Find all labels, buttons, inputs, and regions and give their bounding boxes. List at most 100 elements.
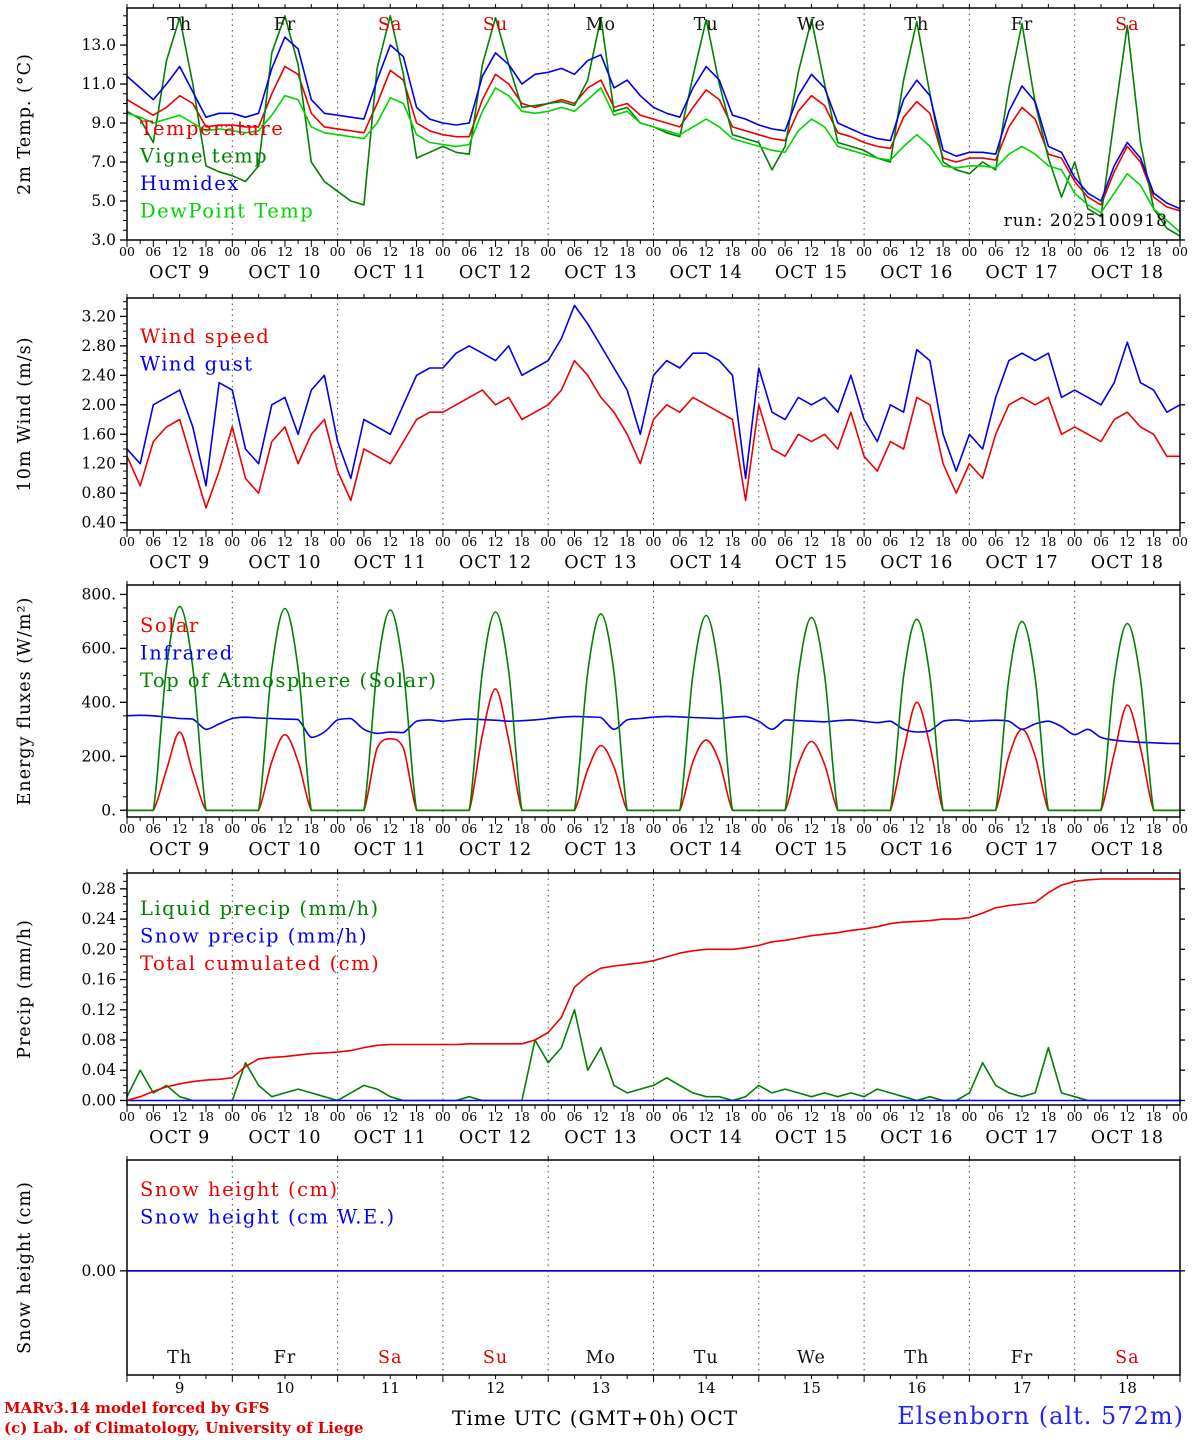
weekday-label: Th [904,1348,929,1368]
y-axis-title: Precip (mm/h) [15,919,35,1059]
y-tick-label: 9.0 [91,114,116,132]
hour-label: 12 [698,534,714,549]
day-number: 9 [175,1379,185,1397]
hour-label: 12 [382,821,398,836]
hour-label: 00 [435,1109,451,1124]
hour-label: 12 [1119,821,1135,836]
hour-label: 18 [725,244,741,259]
hour-label: 06 [356,821,372,836]
hour-label: 18 [1040,821,1056,836]
hour-label: 00 [224,534,240,549]
y-tick-label: 0.24 [81,910,116,928]
y-axis-title: 10m Wind (m/s) [15,337,35,492]
hour-label: 12 [803,244,819,259]
y-tick-label: 0.04 [81,1061,116,1079]
hour-label: 12 [1119,534,1135,549]
hour-label: 00 [751,1109,767,1124]
y-tick-label: 3.20 [81,307,116,325]
hour-label: 06 [882,534,898,549]
date-label: OCT 15 [775,553,848,573]
hour-label: 12 [1014,244,1030,259]
hour-label: 00 [856,821,872,836]
date-label: OCT 14 [670,1128,743,1148]
footer-credits: MARv3.14 model forced by GFS (c) Lab. of… [4,1398,364,1438]
hour-label: 12 [277,244,293,259]
date-label: OCT 9 [149,263,210,283]
y-tick-label: 800. [81,585,116,603]
hour-label: 18 [514,821,530,836]
hour-label: 00 [435,534,451,549]
weekday-label: We [797,15,826,35]
y-tick-label: 11.0 [81,75,116,93]
day-number: 17 [1013,1379,1032,1397]
hour-label: 00 [540,534,556,549]
hour-label: 18 [1040,1109,1056,1124]
hour-label: 12 [488,534,504,549]
hour-label: 18 [935,534,951,549]
hour-label: 06 [777,821,793,836]
station-label: Elsenborn (alt. 572m) [897,1402,1184,1430]
date-label: OCT 17 [985,263,1058,283]
hour-label: 12 [593,821,609,836]
hour-label: 18 [725,821,741,836]
date-label: OCT 11 [354,840,427,860]
hour-label: 00 [119,244,135,259]
date-label: OCT 18 [1091,263,1164,283]
hour-label: 06 [356,244,372,259]
weekday-label: Sa [378,1348,402,1368]
hour-label: 00 [435,821,451,836]
month-label: OCT [690,1406,739,1430]
hour-label: 06 [251,244,267,259]
weekday-label: Th [904,15,929,35]
hour-label: 12 [382,244,398,259]
hour-label: 18 [619,534,635,549]
weekday-label: Th [167,15,192,35]
weekday-label: Fr [1011,15,1034,35]
series-humidex [127,36,1180,210]
hour-label: 12 [1119,1109,1135,1124]
day-number: 14 [697,1379,716,1397]
hour-label: 18 [830,534,846,549]
hour-label: 06 [356,1109,372,1124]
y-tick-label: 400. [81,693,116,711]
series-group [127,878,1180,1102]
date-label: OCT 12 [459,840,532,860]
hour-label: 06 [251,534,267,549]
hour-label: 06 [251,821,267,836]
weekday-label: Sa [1115,1348,1139,1368]
date-label: OCT 14 [670,840,743,860]
date-label: OCT 17 [985,840,1058,860]
hour-label: 00 [330,244,346,259]
hour-label: 12 [803,821,819,836]
hour-label: 06 [461,821,477,836]
hour-label: 06 [672,821,688,836]
date-label: OCT 12 [459,1128,532,1148]
date-label: OCT 16 [880,263,953,283]
weekday-label: Fr [274,1348,297,1368]
hour-label: 12 [488,821,504,836]
date-label: OCT 15 [775,1128,848,1148]
date-label: OCT 17 [985,1128,1058,1148]
weekday-label: Tu [694,15,719,35]
hour-label: 18 [935,821,951,836]
date-label: OCT 13 [564,1128,637,1148]
date-label: OCT 18 [1091,1128,1164,1148]
date-label: OCT 14 [670,553,743,573]
weekday-label: Th [167,1348,192,1368]
hour-label: 00 [330,534,346,549]
hour-label: 18 [409,244,425,259]
time-axis-label: Time UTC (GMT+0h) [452,1406,686,1430]
hour-label: 12 [593,244,609,259]
y-tick-label: 600. [81,639,116,657]
hour-label: 12 [277,821,293,836]
hour-label: 18 [198,244,214,259]
hour-label: 00 [856,534,872,549]
hour-label: 06 [988,534,1004,549]
series-wind-speed [127,359,1180,509]
hour-label: 18 [514,534,530,549]
hour-label: 18 [303,244,319,259]
hour-label: 00 [224,244,240,259]
hour-label: 06 [777,244,793,259]
hour-label: 00 [751,821,767,836]
hour-label: 06 [988,821,1004,836]
